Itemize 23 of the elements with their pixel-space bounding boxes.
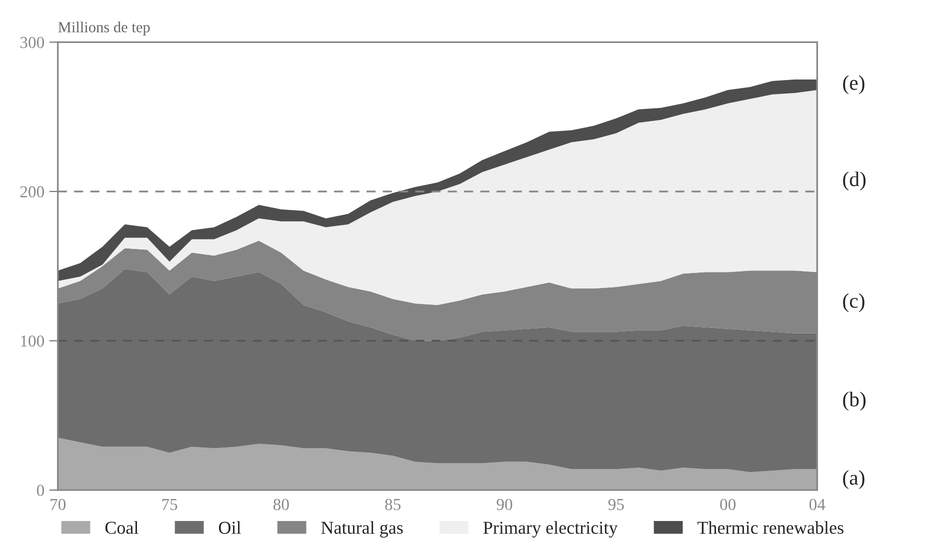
- text: (a): [843, 470, 864, 490]
- legend-label: Oil: [218, 521, 241, 534]
- x-tick-label: 70: [50, 498, 66, 510]
- y-tick-label: 200: [20, 186, 44, 198]
- legend-label: Thermic renewables: [698, 521, 844, 534]
- y-axis-title: Millions de tep: [58, 22, 150, 36]
- text: (b): [843, 392, 866, 411]
- y-tick-label: 300: [20, 36, 44, 48]
- legend-label: Coal: [105, 521, 138, 534]
- x-tick-label: 00: [720, 498, 736, 510]
- x-tick-label: 85: [385, 498, 401, 510]
- x-tick-label: 80: [273, 498, 289, 510]
- y-tick-label: 100: [21, 335, 44, 347]
- text: (e): [843, 75, 864, 94]
- x-tick-label: 04: [809, 498, 826, 510]
- x-tick-label: 75: [162, 499, 178, 510]
- legend-label: Natural gas: [321, 521, 403, 538]
- text: (d): [843, 172, 866, 190]
- x-tick-label: 90: [496, 498, 512, 510]
- text: (c): [843, 293, 864, 312]
- y-tick-label: 0: [36, 484, 44, 496]
- legend-label: Primary electricity: [483, 521, 618, 538]
- x-tick-label: 95: [608, 498, 624, 510]
